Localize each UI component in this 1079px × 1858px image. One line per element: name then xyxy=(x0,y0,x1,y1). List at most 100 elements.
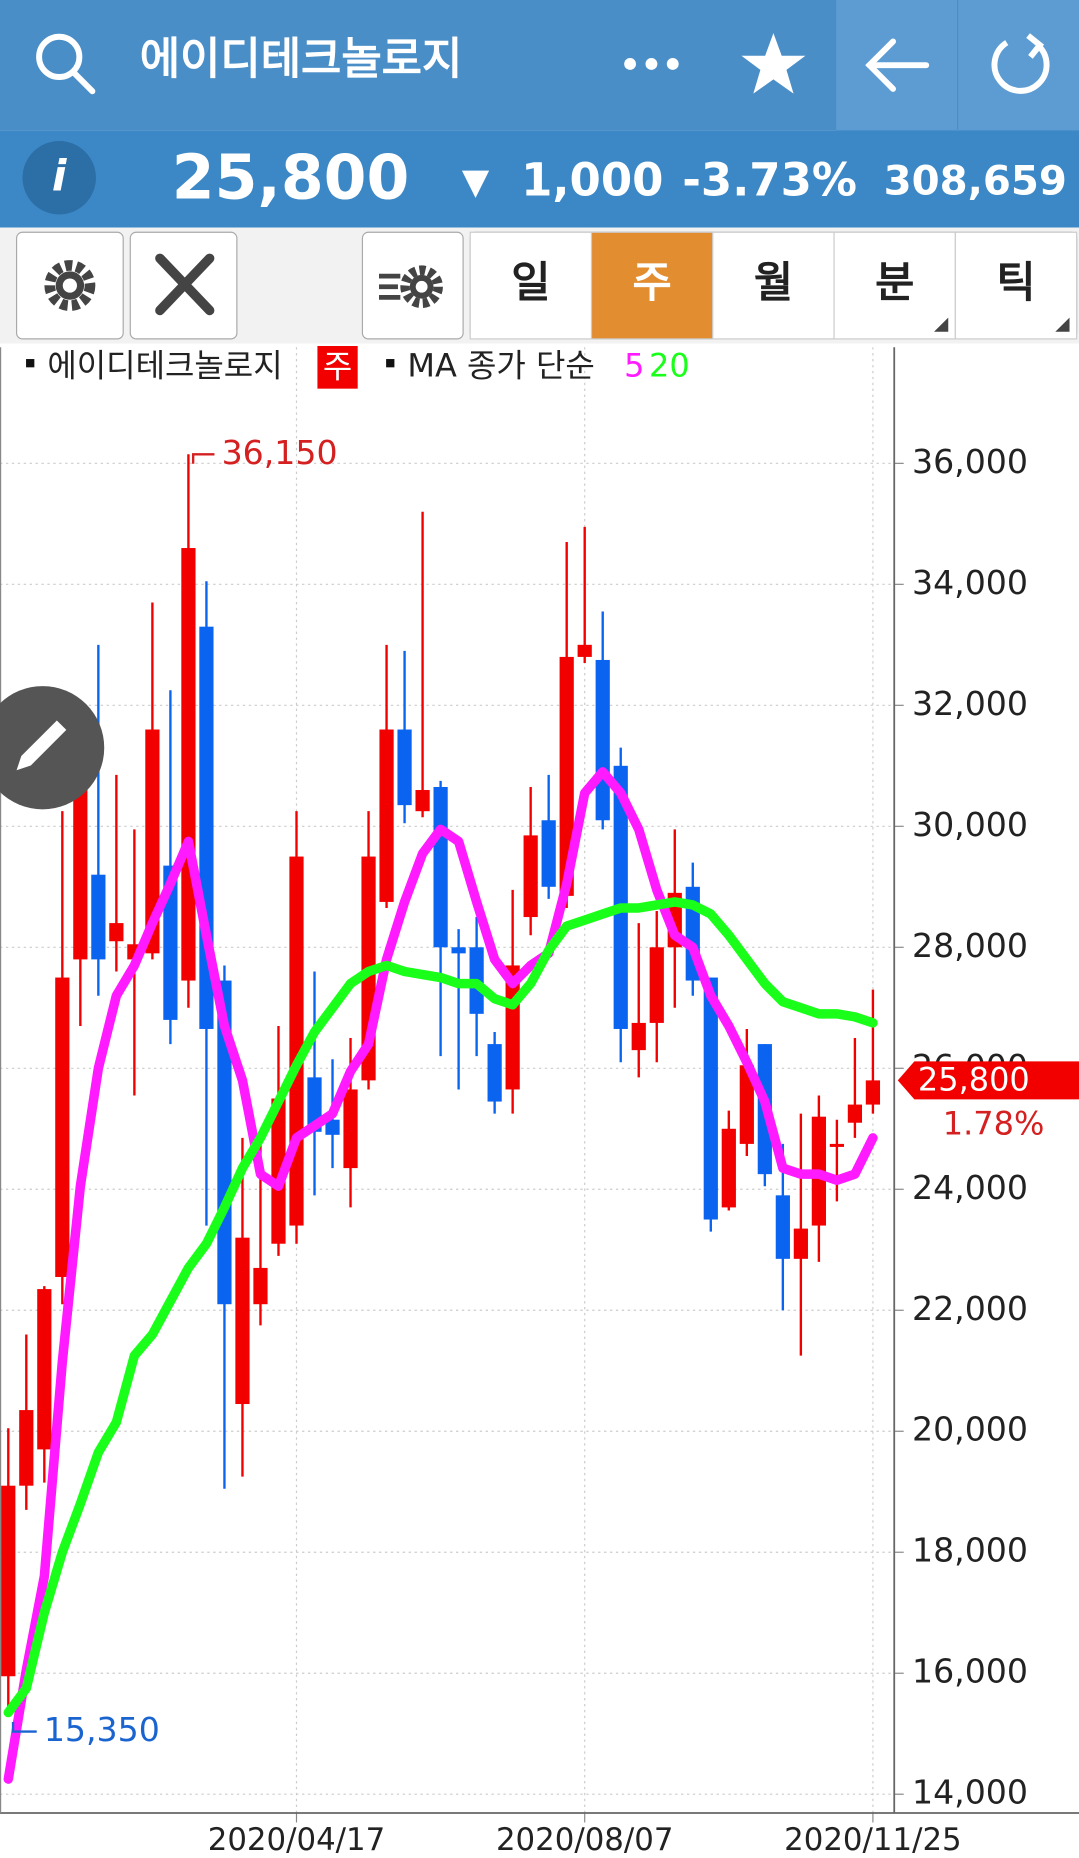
candle-body xyxy=(577,644,592,657)
direction: ▼ xyxy=(462,162,490,203)
candle-body xyxy=(433,786,448,948)
candle-body xyxy=(343,1089,358,1169)
candle-body xyxy=(487,1044,502,1102)
y-tick-label: 32,000 xyxy=(912,684,1028,723)
candle-body xyxy=(721,1128,736,1208)
candle-body xyxy=(73,753,88,960)
candle-body xyxy=(541,820,556,887)
chart-area xyxy=(0,343,1079,1858)
search-icon[interactable] xyxy=(36,33,96,95)
y-tick-label: 20,000 xyxy=(912,1410,1028,1449)
chart: 14,00016,00018,00020,00022,00024,00026,0… xyxy=(0,347,1079,1858)
tab[interactable]: 틱 xyxy=(996,258,1035,308)
candle-body xyxy=(775,1195,790,1259)
tab-bg[interactable] xyxy=(469,231,593,340)
settings-button[interactable] xyxy=(15,231,124,340)
candle-body xyxy=(397,729,412,806)
legend: 에이디테크놀로지 주 MA 종가 단순 5 20 xyxy=(26,346,690,389)
candle-body xyxy=(271,1098,286,1244)
candle-body xyxy=(415,790,430,812)
ma-line xyxy=(3,767,878,1784)
candle-body xyxy=(109,923,124,942)
favorite-icon[interactable] xyxy=(741,33,806,94)
candle-body xyxy=(451,947,466,954)
more-icon[interactable] xyxy=(624,58,679,70)
y-tick-label: 34,000 xyxy=(912,563,1028,602)
y-tick-label: 28,000 xyxy=(912,926,1028,965)
candle-body xyxy=(559,656,574,896)
legend-ma20: 20 xyxy=(649,346,690,384)
change-pct: -3.73% xyxy=(682,154,857,207)
stock-title: 에이디테크놀로지 xyxy=(140,34,463,85)
candle-body xyxy=(829,1143,844,1147)
y-tick-label: 30,000 xyxy=(912,805,1028,844)
period-badge-bg xyxy=(317,346,358,389)
y-tick-label: 36,000 xyxy=(912,442,1028,481)
info-button[interactable] xyxy=(22,141,96,215)
min-label: 15,350 xyxy=(44,1710,160,1749)
candle-body xyxy=(379,729,394,902)
candle-body xyxy=(325,1119,340,1135)
edit-button[interactable] xyxy=(0,686,105,810)
y-tick-label: 24,000 xyxy=(912,1168,1028,1207)
indicator-button[interactable] xyxy=(361,231,464,340)
candle-body xyxy=(235,1237,250,1405)
candle-body xyxy=(289,856,304,1226)
y-tick-label: 14,000 xyxy=(912,1773,1028,1812)
last-price-tag xyxy=(897,1061,1079,1100)
tools-button[interactable] xyxy=(129,231,238,340)
candle-body xyxy=(163,865,178,1020)
legend-bullet xyxy=(386,359,395,368)
tab[interactable]: 분 xyxy=(875,258,914,308)
candle-body xyxy=(793,1228,808,1259)
refresh-icon[interactable] xyxy=(991,33,1050,94)
last-price-label: 25,800 xyxy=(918,1061,1030,1099)
candle-body xyxy=(37,1289,52,1450)
min-pointer xyxy=(11,1722,37,1733)
info-icon: i xyxy=(52,151,68,201)
back-icon[interactable] xyxy=(865,38,930,92)
y-tick-label: 16,000 xyxy=(912,1652,1028,1691)
y-tick-label: 18,000 xyxy=(912,1531,1028,1570)
refresh-button[interactable] xyxy=(958,0,1079,131)
x-tick-label: 2020/04/17 xyxy=(208,1822,385,1858)
tab[interactable]: 일 xyxy=(511,258,550,308)
candle-body xyxy=(253,1267,268,1305)
candle-body xyxy=(55,977,70,1277)
legend-ma: MA 종가 단순 xyxy=(407,346,594,384)
candle-body xyxy=(19,1410,34,1486)
tab[interactable]: 주 xyxy=(633,258,672,308)
quote-bar xyxy=(0,130,1079,228)
candle-body xyxy=(523,835,538,918)
price: 25,800 xyxy=(172,141,410,213)
candle-body xyxy=(649,947,664,1023)
candle-body xyxy=(865,1080,881,1105)
tab[interactable]: 월 xyxy=(754,258,793,308)
y-tick-label: 22,000 xyxy=(912,1289,1028,1328)
candle-body xyxy=(739,1065,754,1144)
candle-body xyxy=(145,729,160,954)
change: 1,000 xyxy=(521,154,663,207)
volume: 308,659 xyxy=(884,159,1067,205)
legend-bullet xyxy=(26,359,35,368)
candle-body xyxy=(1,1485,16,1677)
legend-ma5: 5 xyxy=(624,346,644,384)
tab-bg[interactable] xyxy=(954,231,1078,340)
tab-bg[interactable] xyxy=(833,231,956,340)
period-badge: 주 xyxy=(323,348,352,386)
candle-body xyxy=(613,765,628,1029)
candle-body xyxy=(595,659,610,821)
ma-line xyxy=(3,897,878,1718)
tab-bg[interactable] xyxy=(712,231,835,340)
x-tick-label: 2020/08/07 xyxy=(496,1822,673,1858)
candle-body xyxy=(847,1104,863,1123)
candle-body xyxy=(91,874,106,960)
max-pointer xyxy=(191,453,215,464)
candle-body xyxy=(631,1022,646,1051)
legend-stock: 에이디테크놀로지 xyxy=(47,346,282,384)
candle-body xyxy=(703,977,718,1220)
max-label: 36,150 xyxy=(222,433,338,472)
x-tick-label: 2020/11/25 xyxy=(784,1822,961,1858)
candle-body xyxy=(181,548,196,981)
